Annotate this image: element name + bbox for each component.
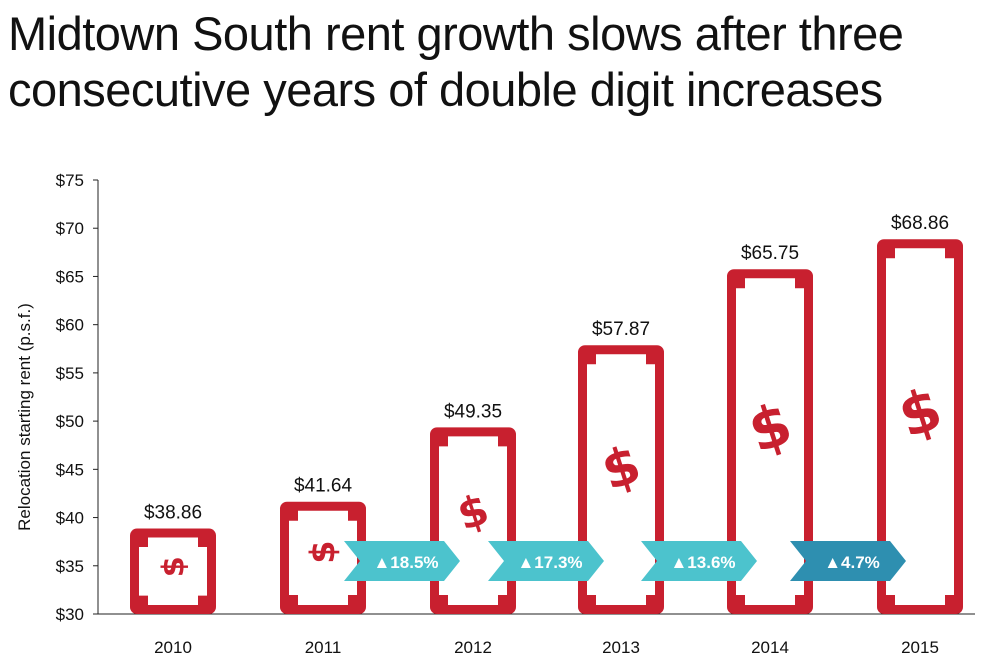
- growth-arrow: ▲4.7%: [790, 541, 906, 581]
- y-tick-label: $70: [56, 219, 84, 238]
- chevron-arrow-icon: [641, 541, 757, 581]
- growth-label: ▲13.6%: [670, 553, 735, 572]
- bar-2012: $$49.35: [430, 401, 516, 614]
- y-tick-label: $75: [56, 171, 84, 190]
- bar-inner-panel: [139, 537, 207, 605]
- y-tick-label: $45: [56, 460, 84, 479]
- bar-value-label: $57.87: [592, 319, 650, 340]
- bar-2010: $ $38.86: [130, 503, 216, 614]
- bar-2011: $ $41.64: [280, 476, 366, 614]
- bar-inner-panel: [289, 510, 357, 605]
- y-tick-label: $55: [56, 364, 84, 383]
- page-title: Midtown South rent growth slows after th…: [8, 6, 983, 118]
- bar-2013: $$57.87: [578, 319, 664, 614]
- y-axis-title: Relocation starting rent (p.s.f.): [15, 303, 34, 531]
- bar-value-label: $65.75: [741, 243, 799, 264]
- growth-arrow: ▲18.5%: [344, 541, 460, 581]
- chart-axes: $30 $35 $40 $45 $50 $55 $60 $65 $70 $75 Relocation…: [15, 171, 975, 657]
- x-tick-label: 2010: [154, 638, 192, 657]
- growth-label: ▲17.3%: [517, 553, 582, 572]
- bar-inner-panel: [736, 278, 804, 605]
- growth-label: ▲4.7%: [824, 553, 880, 572]
- y-tick-label: $60: [56, 316, 84, 335]
- chevron-arrow-icon: [790, 541, 906, 581]
- chevron-arrow-icon: [488, 541, 604, 581]
- x-tick-label: 2014: [751, 638, 789, 657]
- bar-value-label: $41.64: [294, 476, 353, 497]
- x-tick-label: 2011: [305, 638, 342, 657]
- growth-label: ▲18.5%: [373, 553, 438, 572]
- growth-arrow: ▲13.6%: [641, 541, 757, 581]
- bar-value-label: $38.86: [144, 503, 202, 524]
- y-tick-label: $50: [56, 412, 84, 431]
- chevron-arrow-icon: [344, 541, 460, 581]
- x-tick-label: 2015: [901, 638, 939, 657]
- bar-value-label: $49.35: [444, 401, 502, 422]
- dollar-sign-icon: $: [304, 541, 343, 564]
- growth-arrow: ▲17.3%: [488, 541, 604, 581]
- y-tick-label: $40: [56, 509, 84, 528]
- bar-inner-panel: [886, 248, 954, 605]
- bar-2015: $$68.86: [877, 213, 963, 614]
- y-tick-label: $35: [56, 557, 84, 576]
- title-line-2: consecutive years of double digit increa…: [8, 63, 883, 116]
- bar-inner-panel: [587, 354, 655, 605]
- bar-2014: $$65.75: [727, 243, 813, 614]
- title-line-1: Midtown South rent growth slows after th…: [8, 7, 904, 60]
- x-tick-label: 2013: [602, 638, 640, 657]
- bar-value-label: $68.86: [891, 213, 949, 234]
- chart-bars: $ $38.86 $ $41.64 $$49.35 $$57.87 $$65.75 $$68.…: [130, 213, 963, 614]
- growth-arrows: ▲18.5% ▲17.3% ▲13.6% ▲4.7%: [344, 541, 906, 581]
- y-tick-label: $65: [56, 267, 84, 286]
- dollar-sign-icon: $: [157, 556, 192, 577]
- x-tick-label: 2012: [454, 638, 492, 657]
- y-tick-label: $30: [56, 605, 84, 624]
